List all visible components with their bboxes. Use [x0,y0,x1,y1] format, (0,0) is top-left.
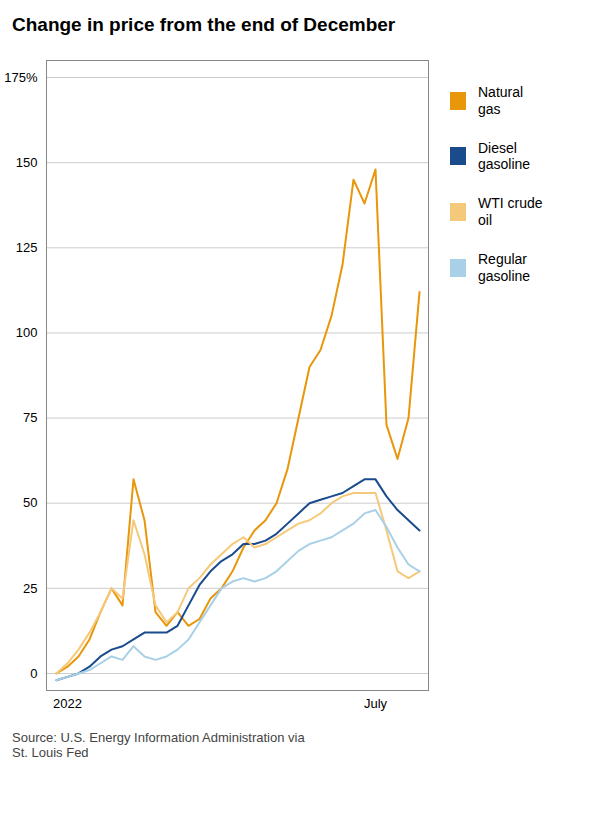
svg-text:50: 50 [23,495,37,510]
html-text:Source: U.S. Energy Informatio: Source: U.S. Energy Information Administ… [12,730,305,760]
svg-text:2022: 2022 [53,696,82,711]
svg-text:25: 25 [23,580,37,595]
html-text:Change in price from the end o: Change in price from the end of December [12,14,396,35]
html-text:Regular gasoline: Regular gasoline [478,250,531,284]
svg-text:July: July [364,696,388,711]
svg-text:0: 0 [30,666,37,681]
html-text:Diesel gasoline: Diesel gasoline [478,139,531,173]
svg-text:125: 125 [16,240,38,255]
svg-text:100: 100 [16,325,38,340]
svg-text:150: 150 [16,155,38,170]
svg-text:175%: 175% [4,70,38,85]
html-text:WTI crude oil: WTI crude oil [478,195,543,228]
svg-text:75: 75 [23,410,37,425]
html-text:Natural gas: Natural gas [478,84,524,117]
